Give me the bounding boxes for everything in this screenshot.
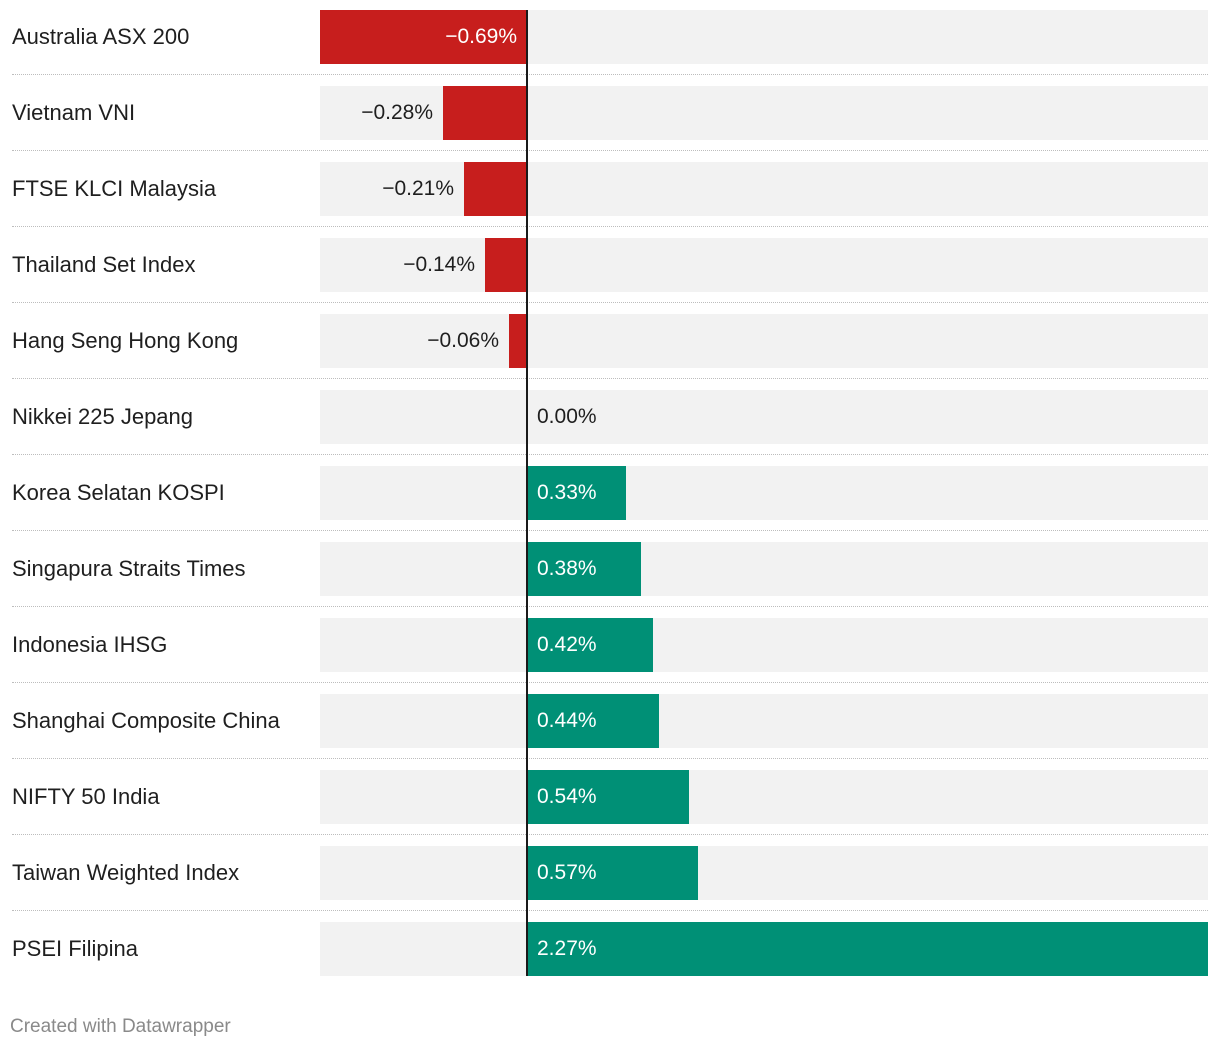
value-label: 0.44% [537, 709, 597, 732]
value-label: −0.69% [445, 25, 517, 48]
row-separator [12, 606, 1208, 607]
bar [527, 770, 689, 824]
row-label: Vietnam VNI [12, 100, 136, 125]
bar [485, 238, 527, 292]
row-label: PSEI Filipina [12, 936, 138, 961]
value-label: 0.00% [537, 405, 597, 428]
row-label: Australia ASX 200 [12, 24, 190, 49]
value-label: −0.14% [403, 253, 475, 276]
row-label: Shanghai Composite China [12, 708, 280, 733]
row-separator [12, 530, 1208, 531]
bar [527, 618, 653, 672]
bar [527, 922, 1208, 976]
value-label: −0.28% [361, 101, 433, 124]
bar-track [320, 846, 1208, 900]
bar-track [320, 390, 1208, 444]
bar-track [320, 466, 1208, 520]
bar-track [320, 542, 1208, 596]
bar [464, 162, 527, 216]
bar-track [320, 770, 1208, 824]
bar-track [320, 314, 1208, 368]
bar [527, 846, 698, 900]
row-separator [12, 910, 1208, 911]
bar [527, 542, 641, 596]
row-label: NIFTY 50 India [12, 784, 160, 809]
value-label: −0.06% [427, 329, 499, 352]
bar-chart: Australia ASX 200 −0.69% Vietnam VNI −0.28%… [12, 10, 1208, 976]
bar-track [320, 618, 1208, 672]
bar-track [320, 694, 1208, 748]
zero-baseline [526, 10, 528, 976]
row-label: Indonesia IHSG [12, 632, 168, 657]
row-separator [12, 758, 1208, 759]
bar [320, 10, 527, 64]
value-label: 2.27% [537, 937, 597, 960]
row-separator [12, 226, 1208, 227]
row-label: Nikkei 225 Jepang [12, 404, 194, 429]
row-label: Taiwan Weighted Index [12, 860, 240, 885]
row-label: Thailand Set Index [12, 252, 196, 277]
row-separator [12, 682, 1208, 683]
row-label: Singapura Straits Times [12, 556, 246, 581]
value-label: 0.33% [537, 481, 597, 504]
row-separator [12, 454, 1208, 455]
row-separator [12, 150, 1208, 151]
value-label: 0.57% [537, 861, 597, 884]
row-label: Hang Seng Hong Kong [12, 328, 239, 353]
row-separator [12, 834, 1208, 835]
row-label: Korea Selatan KOSPI [12, 480, 225, 505]
value-label: 0.38% [537, 557, 597, 580]
bar [509, 314, 527, 368]
row-separator [12, 74, 1208, 75]
row-separator [12, 378, 1208, 379]
row-separator [12, 302, 1208, 303]
bar [443, 86, 527, 140]
datawrapper-credit[interactable]: Created with Datawrapper [10, 1016, 231, 1037]
bar [527, 466, 626, 520]
row-label: FTSE KLCI Malaysia [12, 176, 217, 201]
bar [527, 694, 659, 748]
value-label: 0.54% [537, 785, 597, 808]
value-label: 0.42% [537, 633, 597, 656]
bar-track [320, 238, 1208, 292]
value-label: −0.21% [382, 177, 454, 200]
